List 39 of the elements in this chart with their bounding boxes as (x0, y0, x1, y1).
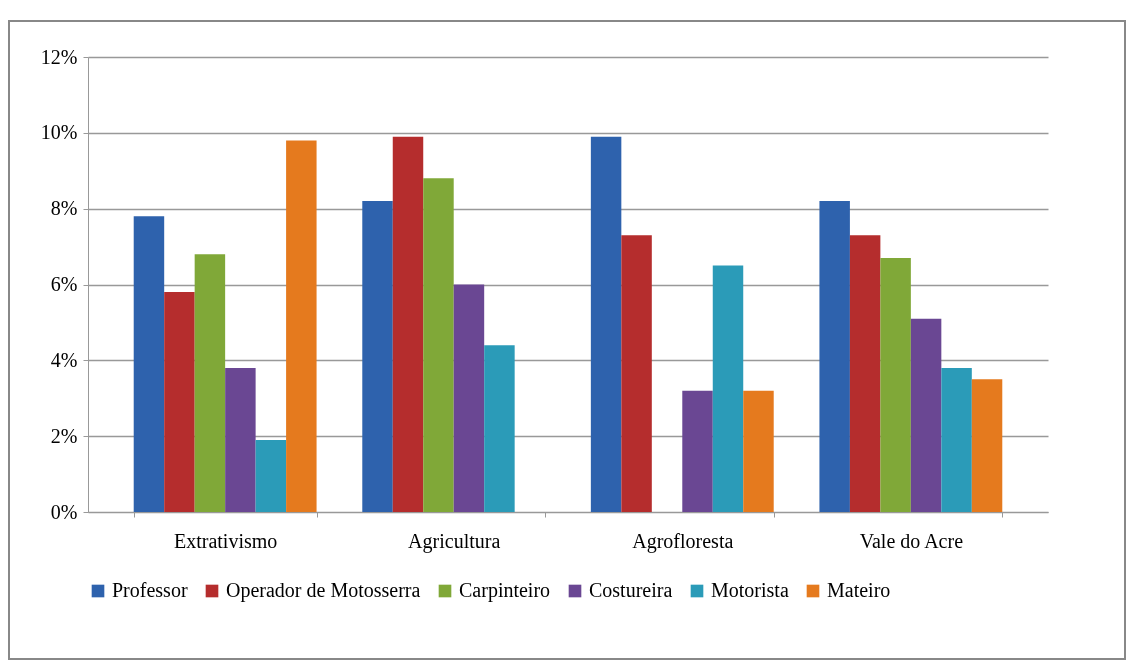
legend-label: Carpinteiro (459, 579, 551, 602)
bar (621, 235, 652, 512)
y-tick-label: 6% (50, 273, 78, 295)
legend-label: Costureira (589, 579, 673, 601)
x-tick-label: Vale do Acre (859, 529, 964, 552)
y-tick-label: 12% (40, 45, 78, 68)
bar (682, 390, 713, 512)
x-tick-label: Agricultura (408, 529, 501, 553)
x-tick-label: Extrativismo (173, 529, 278, 552)
legend-label: Operador de Motosserra (226, 579, 421, 602)
bar (971, 379, 1003, 512)
bar (392, 136, 424, 512)
bar (286, 140, 317, 512)
bar (819, 201, 850, 512)
bar (164, 292, 195, 512)
y-tick-label: 10% (40, 121, 78, 144)
bar (453, 284, 485, 512)
y-tick-label: 4% (50, 348, 78, 371)
bar (910, 318, 942, 512)
legend-label: Professor (112, 579, 188, 601)
y-tick-label: 0% (50, 500, 78, 523)
bar (743, 390, 774, 512)
bar (423, 178, 454, 512)
bar (849, 235, 881, 512)
x-tick-label: Agrofloresta (632, 529, 734, 553)
bar (712, 265, 744, 512)
bar (133, 216, 165, 512)
bar (225, 367, 256, 512)
y-tick-label: 2% (50, 424, 78, 447)
bar (941, 367, 972, 512)
bar (590, 136, 622, 512)
bar (194, 254, 226, 512)
bar (880, 257, 911, 512)
legend-label: Motorista (711, 579, 789, 601)
bar (484, 345, 515, 512)
bar (255, 439, 287, 512)
bar (362, 201, 393, 512)
legend-label: Mateiro (827, 579, 891, 601)
y-tick-label: 8% (50, 197, 78, 220)
